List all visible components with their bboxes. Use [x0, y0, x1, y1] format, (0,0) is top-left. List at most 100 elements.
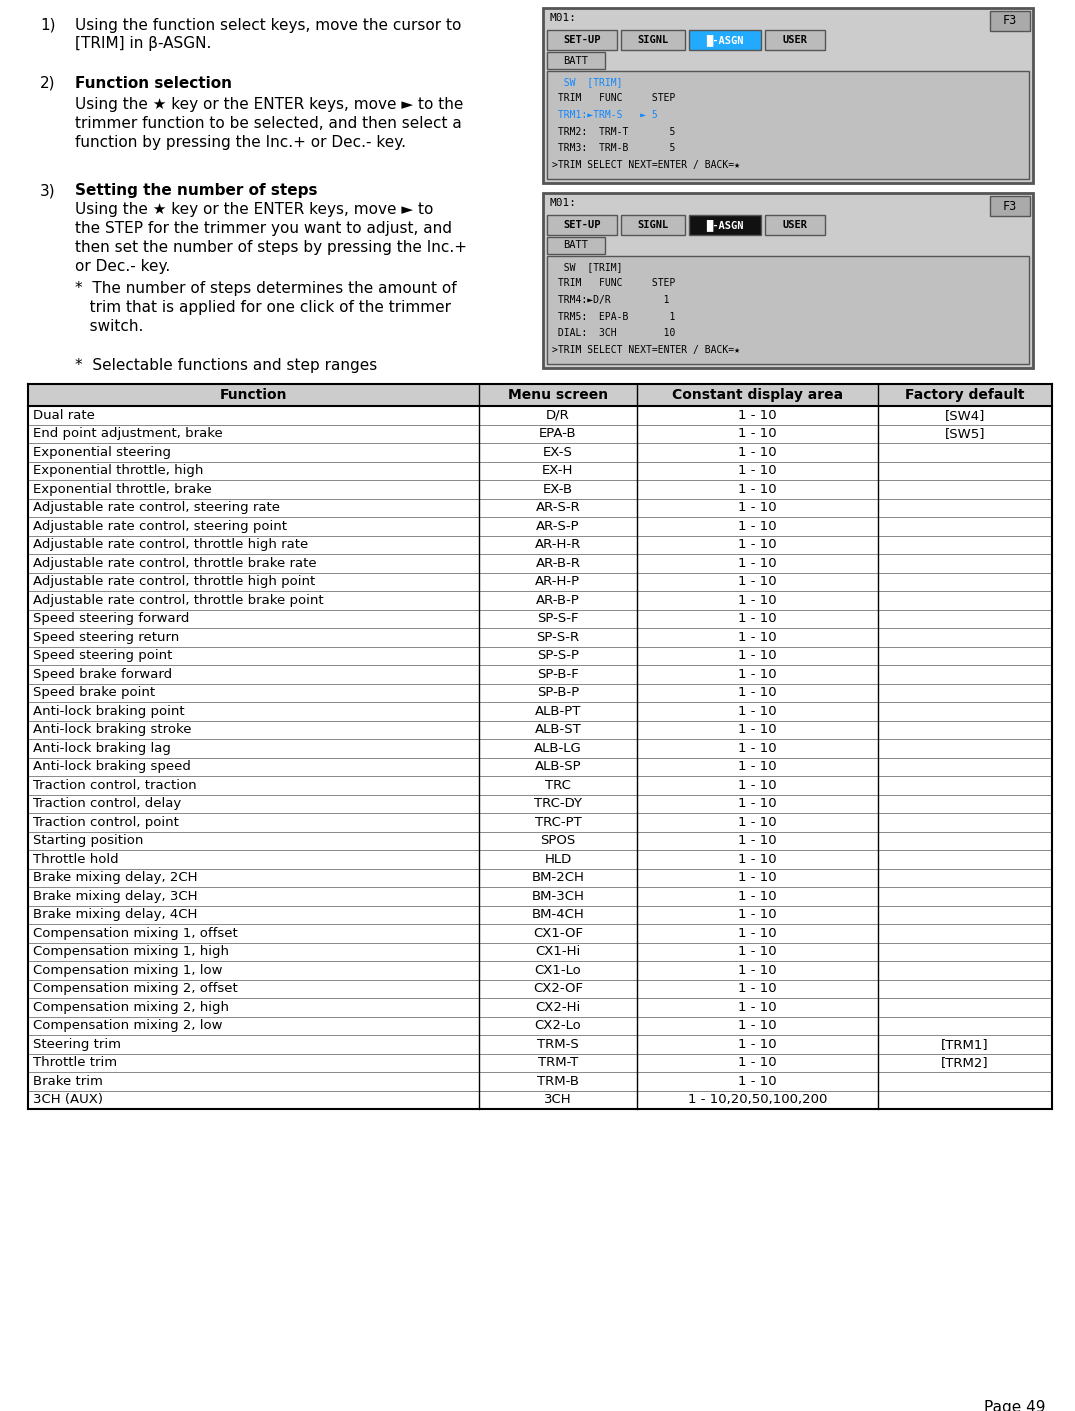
Text: 3CH (AUX): 3CH (AUX)	[33, 1094, 103, 1106]
Text: Brake mixing delay, 4CH: Brake mixing delay, 4CH	[33, 909, 198, 921]
Text: [SW5]: [SW5]	[945, 428, 985, 440]
Text: [SW4]: [SW4]	[945, 409, 985, 422]
Text: >TRIM SELECT NEXT=ENTER / BACK=★: >TRIM SELECT NEXT=ENTER / BACK=★	[551, 344, 740, 356]
Text: AR-S-P: AR-S-P	[536, 519, 579, 533]
Text: 3): 3)	[40, 183, 56, 198]
Text: TRIM   FUNC     STEP: TRIM FUNC STEP	[551, 93, 675, 103]
Text: DIAL:  3CH        10: DIAL: 3CH 10	[551, 329, 675, 339]
Text: Using the ★ key or the ENTER keys, move ► to: Using the ★ key or the ENTER keys, move …	[75, 202, 433, 217]
Text: █-ASGN: █-ASGN	[706, 34, 744, 47]
Text: 1 - 10: 1 - 10	[739, 890, 777, 903]
Text: Traction control, point: Traction control, point	[33, 816, 178, 828]
Bar	[990, 196, 1030, 216]
Text: 1 - 10: 1 - 10	[739, 1019, 777, 1033]
Text: 1 - 10: 1 - 10	[739, 816, 777, 828]
Text: 1 - 10: 1 - 10	[739, 649, 777, 662]
Text: Compensation mixing 1, low: Compensation mixing 1, low	[33, 964, 223, 976]
Bar	[621, 30, 685, 49]
Text: SW  [TRIM]: SW [TRIM]	[551, 262, 622, 272]
Text: 1 - 10: 1 - 10	[739, 667, 777, 680]
Text: Anti-lock braking speed: Anti-lock braking speed	[33, 761, 191, 773]
Text: TRM-T: TRM-T	[538, 1057, 578, 1070]
Text: Adjustable rate control, throttle high rate: Adjustable rate control, throttle high r…	[33, 538, 309, 552]
Text: 1 - 10: 1 - 10	[739, 686, 777, 700]
Text: 1 - 10: 1 - 10	[739, 428, 777, 440]
Text: [TRM2]: [TRM2]	[941, 1057, 989, 1070]
Text: Constant display area: Constant display area	[672, 388, 843, 402]
Text: Traction control, delay: Traction control, delay	[33, 797, 182, 810]
Text: Exponential throttle, brake: Exponential throttle, brake	[33, 483, 212, 495]
Bar	[689, 214, 761, 236]
Text: EX-S: EX-S	[543, 446, 573, 459]
Text: 1 - 10: 1 - 10	[739, 779, 777, 792]
Text: F3: F3	[1003, 199, 1017, 213]
Text: 1 - 10: 1 - 10	[739, 945, 777, 958]
Text: Compensation mixing 2, low: Compensation mixing 2, low	[33, 1019, 223, 1033]
Text: BATT: BATT	[563, 55, 588, 65]
Bar	[547, 30, 617, 49]
Text: >TRIM SELECT NEXT=ENTER / BACK=★: >TRIM SELECT NEXT=ENTER / BACK=★	[551, 159, 740, 169]
Text: 1 - 10: 1 - 10	[739, 631, 777, 643]
Text: HLD: HLD	[544, 852, 572, 866]
Text: █-ASGN: █-ASGN	[706, 219, 744, 231]
Text: Compensation mixing 2, high: Compensation mixing 2, high	[33, 1000, 229, 1013]
Text: SP-B-F: SP-B-F	[538, 667, 578, 680]
Text: 1 - 10: 1 - 10	[739, 483, 777, 495]
Bar	[547, 255, 1029, 364]
Text: 1 - 10: 1 - 10	[739, 871, 777, 885]
Text: 1 - 10: 1 - 10	[739, 409, 777, 422]
Text: trim that is applied for one click of the trimmer: trim that is applied for one click of th…	[75, 301, 452, 315]
Text: Menu screen: Menu screen	[507, 388, 608, 402]
Text: Speed steering forward: Speed steering forward	[33, 612, 189, 625]
Text: CX1-Hi: CX1-Hi	[535, 945, 581, 958]
Text: Function: Function	[219, 388, 287, 402]
Text: the STEP for the trimmer you want to adjust, and: the STEP for the trimmer you want to adj…	[75, 222, 452, 236]
Text: 1 - 10: 1 - 10	[739, 1037, 777, 1051]
Text: Starting position: Starting position	[33, 834, 143, 847]
Text: BM-3CH: BM-3CH	[531, 890, 585, 903]
Text: Adjustable rate control, throttle brake rate: Adjustable rate control, throttle brake …	[33, 557, 317, 570]
Text: SIGNL: SIGNL	[637, 220, 669, 230]
Text: Setting the number of steps: Setting the number of steps	[75, 183, 317, 198]
Bar	[547, 52, 605, 69]
Text: AR-H-R: AR-H-R	[534, 538, 582, 552]
Bar	[28, 384, 1052, 406]
Text: Throttle trim: Throttle trim	[33, 1057, 117, 1070]
Text: TRIM   FUNC     STEP: TRIM FUNC STEP	[551, 278, 675, 288]
Text: CX2-OF: CX2-OF	[533, 982, 583, 995]
Text: 1 - 10: 1 - 10	[739, 742, 777, 755]
Text: 1): 1)	[40, 18, 56, 32]
Text: EX-B: EX-B	[543, 483, 573, 495]
Text: 1 - 10: 1 - 10	[739, 964, 777, 976]
Text: 1 - 10: 1 - 10	[739, 797, 777, 810]
Text: USER: USER	[783, 220, 807, 230]
Text: or Dec.- key.: or Dec.- key.	[75, 260, 170, 274]
Text: Function selection: Function selection	[75, 76, 232, 90]
Text: 1 - 10: 1 - 10	[739, 464, 777, 477]
Text: EX-H: EX-H	[542, 464, 574, 477]
Bar	[990, 11, 1030, 31]
Text: Using the function select keys, move the cursor to: Using the function select keys, move the…	[75, 18, 461, 32]
Text: SP-S-R: SP-S-R	[536, 631, 579, 643]
Text: SET-UP: SET-UP	[563, 220, 601, 230]
Text: 1 - 10: 1 - 10	[739, 761, 777, 773]
Text: TRM2:  TRM-T       5: TRM2: TRM-T 5	[551, 127, 675, 137]
Bar	[547, 214, 617, 236]
Text: 2): 2)	[40, 76, 56, 90]
Text: TRM4:►D/R         1: TRM4:►D/R 1	[551, 295, 670, 305]
Text: 1 - 10: 1 - 10	[739, 576, 777, 588]
Text: 1 - 10: 1 - 10	[739, 446, 777, 459]
Text: CX2-Hi: CX2-Hi	[535, 1000, 581, 1013]
Text: *  Selectable functions and step ranges: * Selectable functions and step ranges	[75, 358, 377, 373]
Text: 1 - 10: 1 - 10	[739, 1000, 777, 1013]
Text: TRM-B: TRM-B	[536, 1075, 579, 1088]
Text: Page 49: Page 49	[984, 1400, 1045, 1411]
Text: 1 - 10: 1 - 10	[739, 501, 777, 514]
Bar	[547, 71, 1029, 179]
Text: 1 - 10: 1 - 10	[739, 1075, 777, 1088]
Text: Brake trim: Brake trim	[33, 1075, 103, 1088]
Text: 1 - 10: 1 - 10	[739, 557, 777, 570]
Text: Anti-lock braking lag: Anti-lock braking lag	[33, 742, 171, 755]
Text: 1 - 10: 1 - 10	[739, 724, 777, 737]
Text: SP-S-F: SP-S-F	[538, 612, 578, 625]
